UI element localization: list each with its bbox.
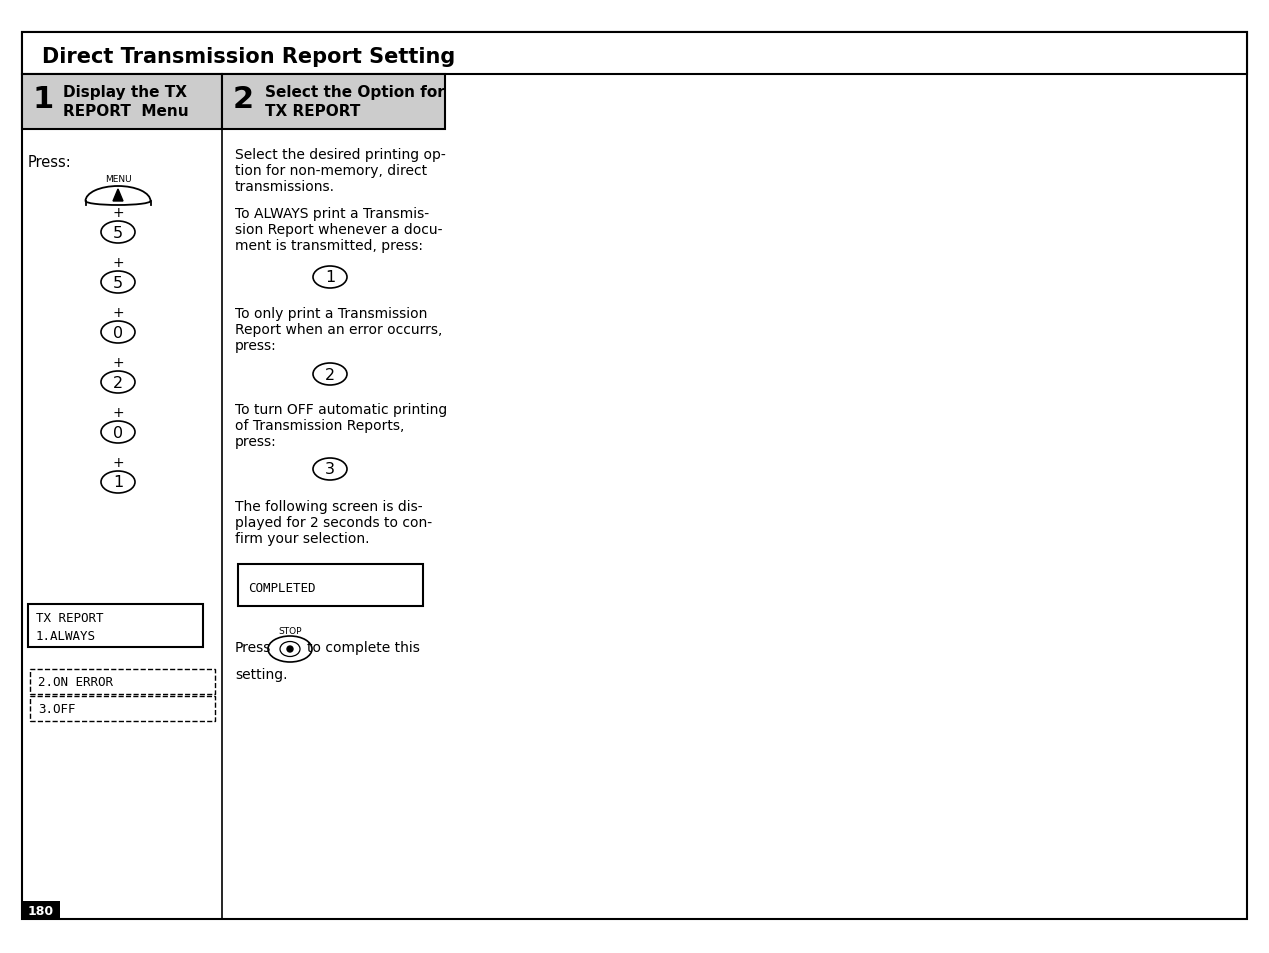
Bar <box>22 901 60 919</box>
Text: +: + <box>112 406 124 419</box>
Text: setting.: setting. <box>235 667 288 681</box>
Text: tion for non-memory, direct: tion for non-memory, direct <box>235 164 428 178</box>
Ellipse shape <box>102 472 135 494</box>
Text: 1.ALWAYS: 1.ALWAYS <box>36 629 96 641</box>
Text: To turn OFF automatic printing: To turn OFF automatic printing <box>235 402 447 416</box>
Circle shape <box>287 646 293 652</box>
Bar <box>22 75 222 130</box>
Text: +: + <box>112 456 124 470</box>
Text: 2: 2 <box>113 375 123 390</box>
Ellipse shape <box>102 322 135 344</box>
Bar <box>30 697 214 721</box>
Text: MENU: MENU <box>104 175 131 184</box>
Text: Select the desired printing op-: Select the desired printing op- <box>235 148 445 162</box>
Text: Report when an error occurrs,: Report when an error occurrs, <box>235 323 443 336</box>
Text: 180: 180 <box>28 904 55 918</box>
Text: STOP: STOP <box>278 627 302 636</box>
Text: ment is transmitted, press:: ment is transmitted, press: <box>235 239 423 253</box>
Ellipse shape <box>102 222 135 244</box>
Bar <box>30 669 214 695</box>
Polygon shape <box>113 190 123 202</box>
Text: +: + <box>112 255 124 270</box>
Text: 2: 2 <box>233 86 254 114</box>
Text: 3.OFF: 3.OFF <box>38 702 75 716</box>
Text: Select the Option for: Select the Option for <box>265 85 444 99</box>
Text: REPORT  Menu: REPORT Menu <box>63 105 189 119</box>
Bar <box>22 33 1247 75</box>
Text: 5: 5 <box>113 275 123 291</box>
Ellipse shape <box>102 372 135 394</box>
Text: +: + <box>112 206 124 220</box>
Text: played for 2 seconds to con-: played for 2 seconds to con- <box>235 516 433 530</box>
Text: Press: Press <box>235 640 272 655</box>
Bar <box>222 75 445 130</box>
Text: to complete this: to complete this <box>307 640 420 655</box>
Text: +: + <box>112 355 124 370</box>
Text: press:: press: <box>235 435 277 449</box>
Text: 1: 1 <box>32 86 53 114</box>
Text: sion Report whenever a docu-: sion Report whenever a docu- <box>235 223 443 236</box>
Bar <box>28 604 203 647</box>
Text: TX REPORT: TX REPORT <box>36 611 104 624</box>
Ellipse shape <box>102 421 135 443</box>
Text: 3: 3 <box>325 462 335 477</box>
Text: +: + <box>112 306 124 319</box>
Ellipse shape <box>313 267 346 289</box>
Text: To only print a Transmission: To only print a Transmission <box>235 307 428 320</box>
Text: Display the TX: Display the TX <box>63 85 187 99</box>
Ellipse shape <box>313 364 346 386</box>
Text: 1: 1 <box>113 475 123 490</box>
Text: To ALWAYS print a Transmis-: To ALWAYS print a Transmis- <box>235 207 429 221</box>
Text: Direct Transmission Report Setting: Direct Transmission Report Setting <box>42 47 456 67</box>
Text: 1: 1 <box>325 271 335 285</box>
Text: 2.ON ERROR: 2.ON ERROR <box>38 676 113 689</box>
Ellipse shape <box>280 641 299 657</box>
Text: press:: press: <box>235 338 277 353</box>
Text: 0: 0 <box>113 325 123 340</box>
Text: transmissions.: transmissions. <box>235 180 335 193</box>
Ellipse shape <box>313 458 346 480</box>
Ellipse shape <box>268 637 312 662</box>
Text: firm your selection.: firm your selection. <box>235 532 369 545</box>
Bar <box>239 564 423 606</box>
Text: 0: 0 <box>113 425 123 440</box>
Text: Press:: Press: <box>28 154 72 170</box>
Text: 5: 5 <box>113 225 123 240</box>
Text: COMPLETED: COMPLETED <box>247 581 316 594</box>
Text: of Transmission Reports,: of Transmission Reports, <box>235 418 405 433</box>
Text: The following screen is dis-: The following screen is dis- <box>235 499 423 514</box>
Text: TX REPORT: TX REPORT <box>265 105 360 119</box>
Ellipse shape <box>102 272 135 294</box>
Text: 2: 2 <box>325 367 335 382</box>
